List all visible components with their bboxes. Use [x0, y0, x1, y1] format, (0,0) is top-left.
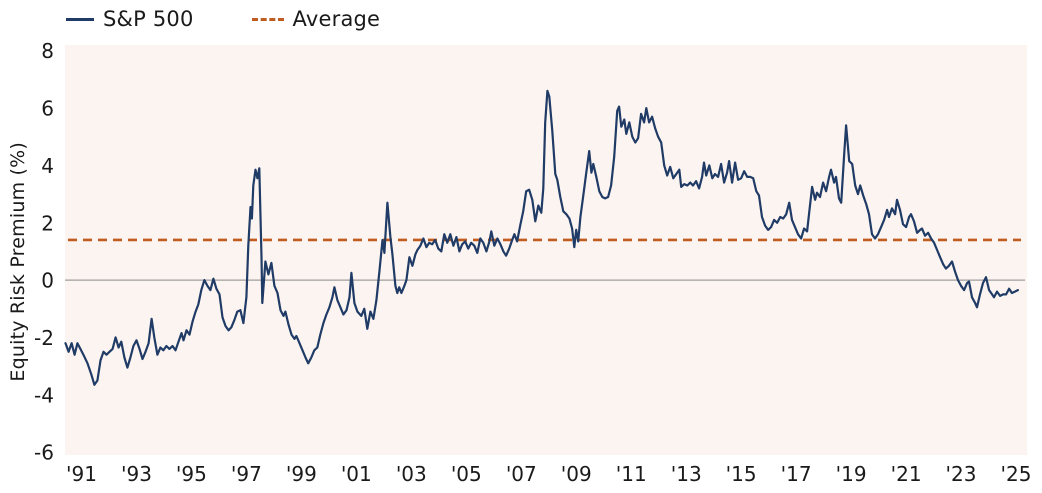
- x-tick-label: '13: [671, 462, 702, 486]
- x-tick-label: '07: [506, 462, 537, 486]
- average-line-swatch-icon: [251, 17, 284, 21]
- x-tick-label: '19: [836, 462, 867, 486]
- x-tick-label: '05: [451, 462, 482, 486]
- sp500-line-swatch-icon: [66, 17, 94, 21]
- y-tick-label: -2: [34, 326, 54, 350]
- y-tick-label: 0: [41, 269, 54, 293]
- x-tick-label: '93: [121, 462, 152, 486]
- x-tick-label: '97: [231, 462, 262, 486]
- y-tick-label: -4: [34, 383, 54, 407]
- y-axis-title: Equity Risk Premium (%): [7, 142, 29, 382]
- sp500-line: [64, 89, 1020, 386]
- chart-legend: S&P 500 Average: [66, 7, 380, 31]
- y-tick-label: 4: [41, 154, 54, 178]
- legend-label-sp500: S&P 500: [103, 7, 194, 31]
- legend-label-average: Average: [292, 7, 381, 31]
- x-tick-label: '23: [946, 462, 977, 486]
- x-tick-label: '99: [286, 462, 317, 486]
- x-tick-label: '21: [891, 462, 922, 486]
- x-tick-label: '95: [176, 462, 207, 486]
- legend-item-sp500: S&P 500: [66, 7, 194, 31]
- x-tick-label: '11: [616, 462, 647, 486]
- legend-item-average: Average: [251, 7, 381, 31]
- x-tick-label: '01: [341, 462, 372, 486]
- x-tick-label: '03: [396, 462, 427, 486]
- y-tick-label: 6: [41, 97, 54, 121]
- y-tick-label: 2: [41, 211, 54, 235]
- x-tick-label: '09: [561, 462, 592, 486]
- x-tick-label: '91: [66, 462, 97, 486]
- x-tick-label: '25: [1001, 462, 1032, 486]
- x-tick-label: '17: [781, 462, 812, 486]
- x-tick-label: '15: [726, 462, 757, 486]
- y-tick-label: 8: [41, 39, 54, 63]
- y-tick-label: -6: [34, 441, 54, 465]
